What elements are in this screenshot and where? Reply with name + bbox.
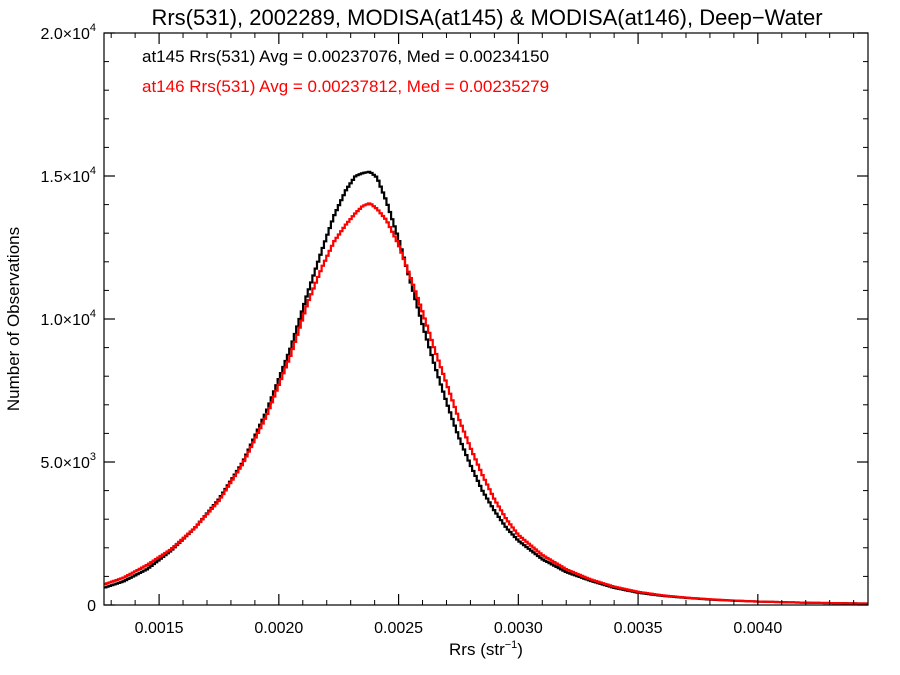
y-tick-label: 1.0×104 xyxy=(40,308,96,329)
x-tick-label: 0.0030 xyxy=(494,620,543,637)
y-tick-mantissa: 0 xyxy=(87,598,96,615)
y-tick-label: 0 xyxy=(87,598,96,615)
chart-title: Rrs(531), 2002289, MODISA(at145) & MODIS… xyxy=(151,5,822,30)
plot-frame xyxy=(103,32,869,606)
series-layer xyxy=(104,170,868,605)
y-tick-mantissa: 1.0×10 xyxy=(40,312,89,329)
x-tick-label: 0.0040 xyxy=(733,620,782,637)
x-tick-label: 0.0020 xyxy=(254,620,303,637)
y-tick-exponent: 4 xyxy=(90,165,96,177)
y-tick-exponent: 4 xyxy=(90,22,96,34)
y-tick-label: 2.0×104 xyxy=(40,22,96,43)
x-tick-label: 0.0035 xyxy=(614,620,663,637)
y-tick-exponent: 3 xyxy=(90,451,96,463)
y-axis-label: Number of Observations xyxy=(4,227,23,411)
x-axis-label-end: ) xyxy=(517,640,523,659)
y-tick-exponent: 4 xyxy=(90,308,96,320)
y-tick-mantissa: 5.0×10 xyxy=(40,455,89,472)
series-line-1 xyxy=(104,202,868,605)
x-tick-label: 0.0015 xyxy=(135,620,184,637)
y-tick-mantissa: 2.0×10 xyxy=(40,26,89,43)
x-tick-label: 0.0025 xyxy=(374,620,423,637)
y-tick-label: 1.5×104 xyxy=(40,165,96,186)
y-tick-mantissa: 1.5×10 xyxy=(40,169,89,186)
series-annotation-at146: at146 Rrs(531) Avg = 0.00237812, Med = 0… xyxy=(142,77,549,96)
series-annotation-at145: at145 Rrs(531) Avg = 0.00237076, Med = 0… xyxy=(142,47,549,66)
x-axis-label-text: Rrs (str xyxy=(449,640,505,659)
y-tick-label: 5.0×103 xyxy=(40,451,96,472)
x-axis-label-sup: −1 xyxy=(505,639,518,651)
x-axis-label: Rrs (str−1) xyxy=(449,639,523,659)
tick-layer: 0.0015 0.0020 0.0025 0.0030 0.0035 0.0040 0 5.0… xyxy=(40,22,868,637)
